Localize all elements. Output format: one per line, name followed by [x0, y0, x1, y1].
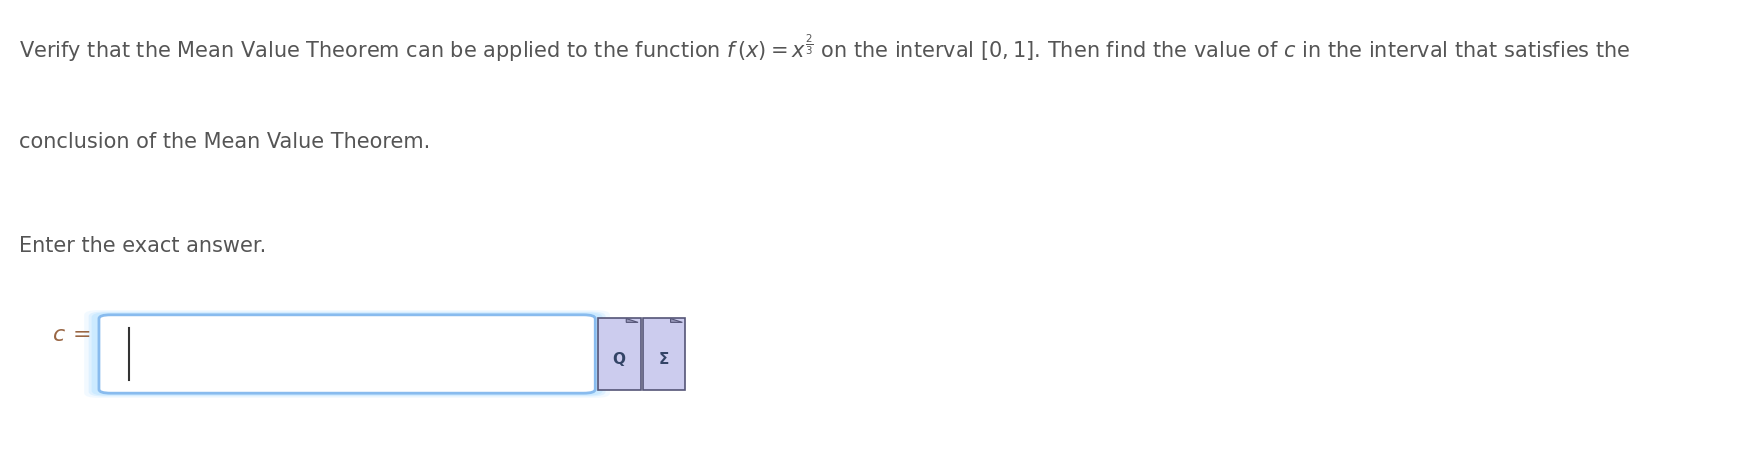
- Text: $c\, =$: $c\, =$: [52, 325, 91, 345]
- Polygon shape: [670, 319, 682, 322]
- Text: conclusion of the Mean Value Theorem.: conclusion of the Mean Value Theorem.: [19, 132, 430, 152]
- Text: $\mathbf{\Sigma}$: $\mathbf{\Sigma}$: [658, 351, 670, 367]
- Text: $\mathbf{Q}$: $\mathbf{Q}$: [612, 350, 626, 368]
- FancyBboxPatch shape: [84, 310, 611, 398]
- Polygon shape: [626, 319, 639, 322]
- Text: Enter the exact answer.: Enter the exact answer.: [19, 236, 266, 256]
- FancyBboxPatch shape: [89, 312, 606, 396]
- FancyBboxPatch shape: [642, 318, 686, 390]
- FancyBboxPatch shape: [91, 312, 602, 396]
- Text: Verify that the Mean Value Theorem can be applied to the function $f\,(x) = x^{\: Verify that the Mean Value Theorem can b…: [19, 33, 1631, 64]
- FancyBboxPatch shape: [598, 318, 640, 390]
- FancyBboxPatch shape: [100, 315, 595, 393]
